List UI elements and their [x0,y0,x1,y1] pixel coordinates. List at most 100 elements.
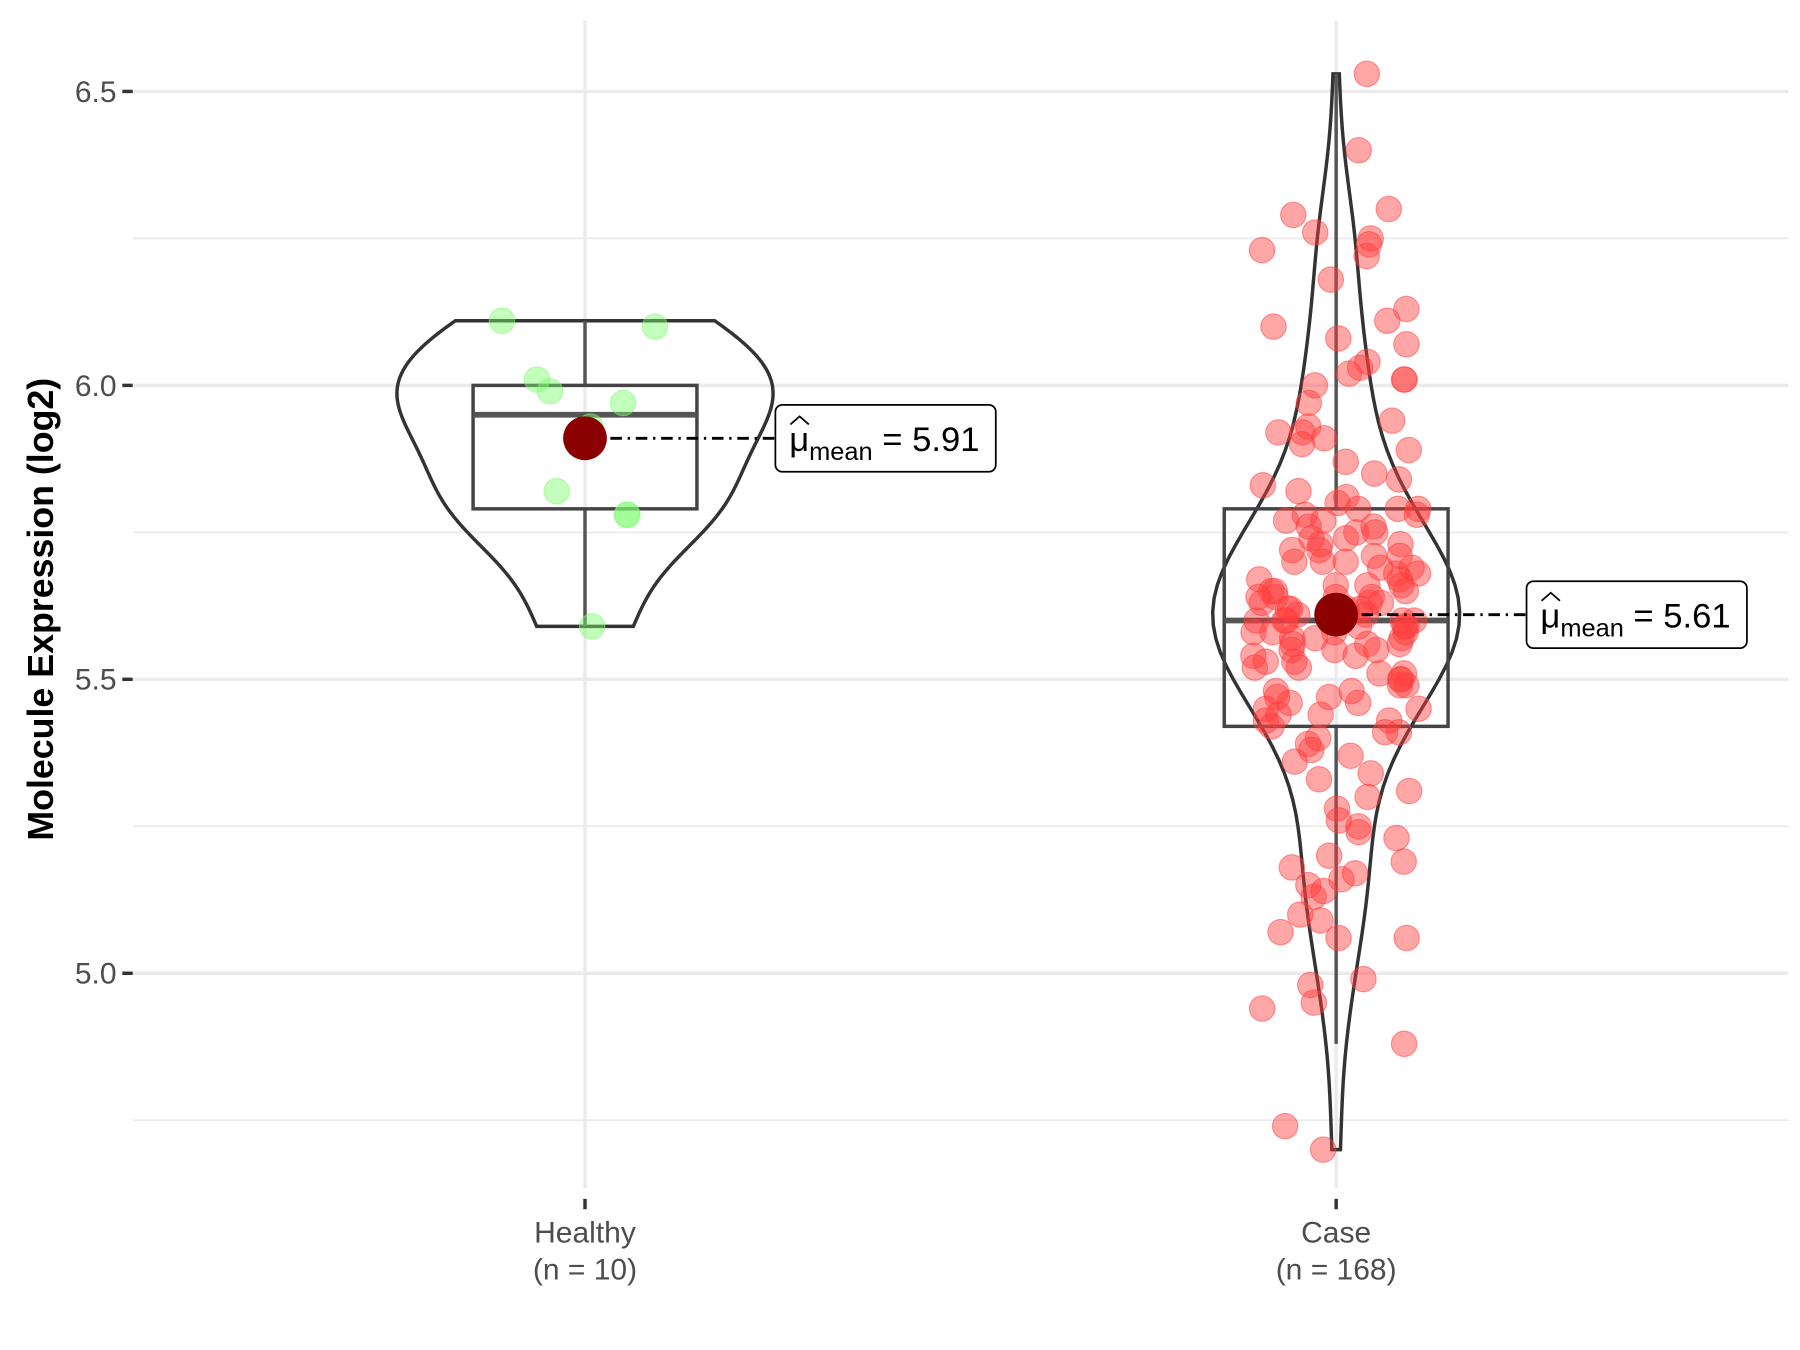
data-point [1281,548,1308,576]
data-point [609,389,637,417]
data-point [1309,1136,1337,1163]
data-point [1373,307,1401,334]
data-point [1248,236,1276,264]
data-point [1310,507,1337,534]
data-point [1295,389,1323,417]
data-point [1390,366,1418,393]
data-point [1276,689,1303,717]
data-point [1315,683,1343,711]
data-point [1288,430,1316,458]
data-point [1387,530,1414,558]
data-point [1382,560,1410,587]
data-point [1295,871,1322,899]
data-point [1249,472,1277,499]
data-point [1375,195,1403,223]
data-point [1355,231,1383,258]
hat-icon [789,415,810,426]
data-point [1360,513,1387,540]
data-point [1305,765,1333,793]
x-tick-label: Case [1301,1217,1371,1250]
data-point [1310,425,1338,452]
data-point [1262,677,1290,705]
data-point [1390,1030,1418,1058]
data-point [1378,407,1406,434]
data-point [1240,619,1267,646]
data-point [1325,924,1352,952]
data-point [1252,648,1279,675]
data-point [1342,642,1369,670]
data-point [1390,660,1418,687]
group-healthy: μmean = 5.91 Healthy (n = 10) [395,307,997,1287]
data-point [1398,554,1425,581]
data-point [543,477,570,505]
mean-subscript: mean [1560,615,1623,643]
data-point [1271,1112,1299,1140]
data-point [1296,971,1324,999]
mean-label-text: μmean = 5.91 [789,421,979,466]
data-point [1404,495,1432,523]
data-point [1375,707,1403,734]
data-point [1337,742,1364,770]
data-point [614,501,641,528]
data-point [1335,360,1363,387]
data-point [1341,860,1369,887]
mean-value: = 5.91 [873,421,980,459]
x-tick-count: (n = 10) [533,1254,637,1287]
data-point [1328,865,1355,893]
data-point [488,307,516,334]
data-point [1278,536,1306,564]
data-point [1301,219,1329,246]
data-point [1405,695,1432,722]
data-point [523,366,551,393]
data-point [1343,519,1370,546]
mean-label-box [1525,580,1748,649]
x-tick-count: (n = 168) [1276,1254,1397,1287]
violin [1210,72,1462,1152]
data-point [1315,842,1343,869]
data-point [1248,995,1276,1022]
data-point [641,313,669,340]
data-point [1353,60,1381,88]
data-point [1385,466,1413,493]
mean-label-box [774,403,997,473]
data-point [1324,489,1351,517]
data-point [1317,266,1345,293]
data-point [1360,542,1388,570]
data-point [1286,901,1314,928]
data-point [1245,566,1273,593]
data-point [1354,783,1381,811]
data-point [1252,707,1280,734]
data-point [1393,295,1420,323]
data-point [1383,824,1410,852]
data-point [1345,136,1373,164]
data-point [1240,642,1267,670]
data-point [1345,818,1372,846]
data-point [1243,607,1270,634]
mean-label-text: μmean = 5.61 [1540,597,1730,642]
data-point [1357,760,1385,787]
data-point [1272,607,1300,634]
data-point [1262,583,1289,611]
data-point [1280,201,1307,229]
data-point [1350,965,1377,993]
data-point [1261,577,1289,605]
data-point [1366,660,1393,687]
data-point [1392,619,1419,646]
y-tick-label: 6.0 [75,370,117,403]
mean-point [563,416,607,461]
data-point [1325,807,1353,834]
data-point [1260,313,1287,340]
mean-label: μmean = 5.61 [1525,580,1748,649]
mean-label: μmean = 5.91 [774,403,997,473]
data-point [1354,630,1381,658]
data-point [578,613,606,640]
hat-icon [1540,591,1561,602]
data-point [1265,419,1292,446]
box [471,383,699,511]
data-point [1300,989,1328,1016]
data-point [1393,330,1420,358]
y-axis-title: Molecule Expression (log2) [21,378,61,841]
y-axis: 5.0 5.5 6.0 6.5 [75,76,133,991]
data-point [1345,813,1372,840]
